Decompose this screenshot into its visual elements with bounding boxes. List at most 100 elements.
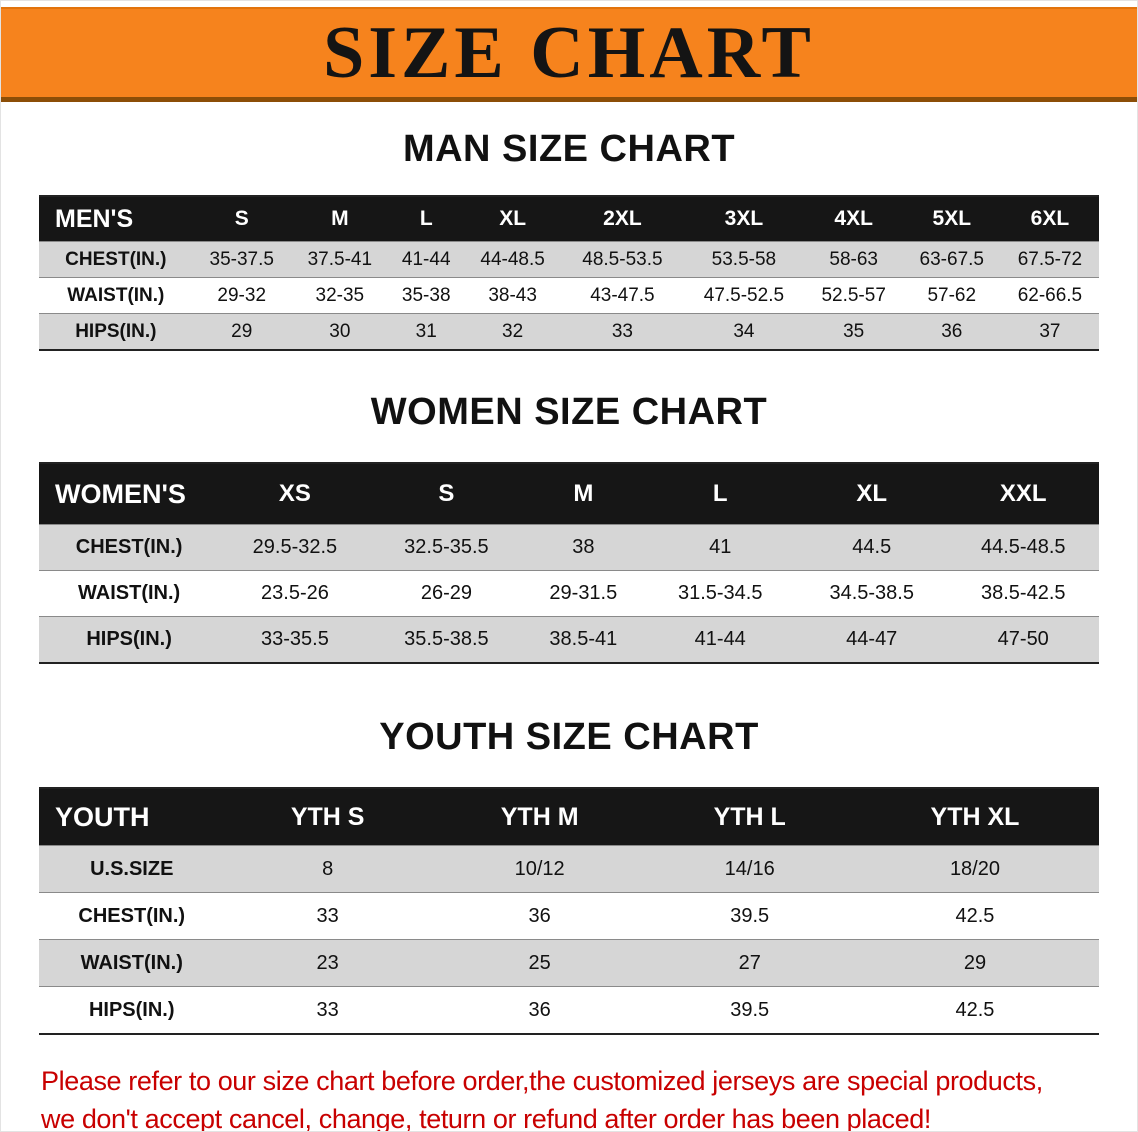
row-label: WAIST(IN.) bbox=[80, 951, 183, 974]
row-label: HIPS(IN.) bbox=[86, 628, 172, 650]
size-value: 33 bbox=[316, 998, 339, 1021]
size-header-cell: YTH M bbox=[430, 788, 649, 846]
disclaimer-line-2: we don't accept cancel, change, teturn o… bbox=[41, 1103, 931, 1132]
size-value: 47-50 bbox=[997, 628, 1049, 650]
size-header-cell: M bbox=[522, 463, 645, 525]
size-header-cell: XS bbox=[219, 463, 371, 525]
size-value: 36 bbox=[941, 320, 963, 342]
size-chart-banner: SIZE CHART bbox=[1, 7, 1137, 102]
size-header-cell: XXL bbox=[947, 463, 1099, 525]
size-value: 37.5-41 bbox=[307, 248, 373, 270]
size-value: 36 bbox=[528, 904, 551, 927]
row-label: HIPS(IN.) bbox=[88, 998, 175, 1021]
size-value: 44.5-48.5 bbox=[980, 536, 1066, 558]
row-label: WAIST(IN.) bbox=[67, 284, 165, 306]
size-value: 39.5 bbox=[730, 998, 770, 1021]
size-value: 30 bbox=[329, 320, 351, 342]
size-value: 31 bbox=[415, 320, 437, 342]
size-value: 41-44 bbox=[401, 248, 451, 270]
measurement-row: CHEST(IN.) 33 36 39.5 42.5 bbox=[39, 892, 1099, 940]
size-value: 62-66.5 bbox=[1017, 284, 1083, 306]
size-header-cell: L bbox=[644, 463, 796, 525]
men-section-heading: MAN SIZE CHART bbox=[402, 128, 736, 170]
size-value: 34.5-38.5 bbox=[829, 582, 914, 604]
women-size-section: WOMEN SIZE CHART WOMEN'S XS S M L XL XXL CHEST(… bbox=[1, 351, 1137, 664]
measurement-row: HIPS(IN.) 33 36 39.5 42.5 bbox=[39, 986, 1099, 1034]
table-header-row: WOMEN'S XS S M L XL XXL bbox=[39, 463, 1099, 525]
measurement-row: CHEST(IN.) 35-37.5 37.5-41 41-44 44-48.5 48.5… bbox=[39, 241, 1099, 278]
size-value: 27 bbox=[738, 951, 761, 974]
measurement-row: CHEST(IN.) 29.5-32.5 32.5-35.5 38 41 44.5 44.5… bbox=[39, 524, 1099, 571]
men-size-section: MAN SIZE CHART MEN'S S M L XL 2XL 3XL 4XL 5XL 6XL… bbox=[1, 102, 1137, 351]
size-value: 33 bbox=[611, 320, 633, 342]
size-value: 37 bbox=[1039, 320, 1061, 342]
size-header-cell: S bbox=[370, 463, 523, 525]
size-value: 18/20 bbox=[949, 857, 1000, 880]
table-title-cell: YOUTH bbox=[39, 788, 225, 846]
measurement-row: HIPS(IN.) 29 30 31 32 33 34 35 36 37 bbox=[39, 313, 1099, 350]
size-value: 44.5 bbox=[852, 536, 892, 558]
size-value: 53.5-58 bbox=[711, 248, 777, 270]
size-value: 63-67.5 bbox=[919, 248, 984, 270]
size-value: 36 bbox=[528, 998, 551, 1021]
size-value: 34 bbox=[733, 320, 755, 342]
size-value: 42.5 bbox=[955, 904, 995, 927]
size-value: 33-35.5 bbox=[261, 628, 329, 650]
row-label: HIPS(IN.) bbox=[75, 320, 157, 342]
size-value: 48.5-53.5 bbox=[582, 248, 663, 270]
size-value: 39.5 bbox=[730, 904, 770, 927]
youth-size-section: YOUTH SIZE CHART YOUTH YTH S YTH M YTH L YTH… bbox=[1, 664, 1137, 1035]
size-value: 58-63 bbox=[829, 248, 878, 270]
size-value: 32.5-35.5 bbox=[404, 536, 489, 558]
measurement-row: WAIST(IN.) 23.5-26 26-29 29-31.5 31.5-34.5 34… bbox=[39, 570, 1099, 617]
women-section-heading: WOMEN SIZE CHART bbox=[370, 391, 768, 433]
youth-size-table: YOUTH YTH S YTH M YTH L YTH XL U.S.SIZE 8 10/12… bbox=[39, 787, 1099, 1035]
size-header-cell: XL bbox=[463, 196, 562, 242]
size-value: 29-31.5 bbox=[549, 582, 618, 604]
size-value: 38-43 bbox=[488, 284, 537, 306]
table-title-cell: MEN'S bbox=[39, 196, 193, 242]
size-value: 29.5-32.5 bbox=[252, 536, 338, 558]
size-value: 44-48.5 bbox=[480, 248, 545, 270]
size-header-cell: XL bbox=[795, 463, 948, 525]
size-value: 57-62 bbox=[927, 284, 977, 306]
disclaimer: Please refer to our size chart before or… bbox=[41, 1063, 1137, 1132]
measurement-row: U.S.SIZE 8 10/12 14/16 18/20 bbox=[39, 845, 1099, 893]
table-title-cell: WOMEN'S bbox=[39, 463, 220, 525]
size-value: 14/16 bbox=[724, 857, 775, 880]
size-value: 42.5 bbox=[955, 998, 995, 1021]
size-header-cell: 4XL bbox=[804, 196, 903, 242]
size-value: 47.5-52.5 bbox=[703, 284, 785, 306]
size-value: 26-29 bbox=[420, 582, 473, 604]
measurement-row: HIPS(IN.) 33-35.5 35.5-38.5 38.5-41 41-44 44-… bbox=[39, 616, 1099, 663]
banner-title: SIZE CHART bbox=[323, 12, 815, 94]
row-label: CHEST(IN.) bbox=[65, 248, 167, 270]
size-value: 38.5-42.5 bbox=[980, 582, 1066, 604]
size-value: 43-47.5 bbox=[590, 284, 655, 306]
size-value: 41 bbox=[709, 536, 732, 558]
size-value: 35-38 bbox=[401, 284, 451, 306]
size-value: 33 bbox=[316, 904, 339, 927]
measurement-row: WAIST(IN.) 29-32 32-35 35-38 38-43 43-47.5 47.… bbox=[39, 277, 1099, 314]
size-value: 25 bbox=[528, 951, 551, 974]
size-header-cell: L bbox=[388, 196, 464, 242]
size-value: 44-47 bbox=[846, 628, 898, 650]
size-value: 32 bbox=[502, 320, 524, 342]
row-label: CHEST(IN.) bbox=[78, 904, 186, 927]
size-header-cell: 6XL bbox=[1000, 196, 1099, 242]
size-value: 35 bbox=[843, 320, 865, 342]
row-label: CHEST(IN.) bbox=[75, 536, 183, 558]
youth-section-heading: YOUTH SIZE CHART bbox=[379, 716, 759, 758]
size-header-cell: M bbox=[290, 196, 389, 242]
size-value: 38 bbox=[572, 536, 595, 558]
row-label: WAIST(IN.) bbox=[77, 582, 181, 604]
size-header-cell: YTH L bbox=[648, 788, 851, 846]
size-value: 29-32 bbox=[217, 284, 267, 306]
table-header-row: YOUTH YTH S YTH M YTH L YTH XL bbox=[39, 788, 1099, 846]
disclaimer-line-1: Please refer to our size chart before or… bbox=[41, 1066, 1043, 1096]
row-label: U.S.SIZE bbox=[90, 857, 174, 880]
size-value: 52.5-57 bbox=[821, 284, 886, 306]
size-header-cell: S bbox=[192, 196, 291, 242]
size-header-cell: 2XL bbox=[561, 196, 684, 242]
